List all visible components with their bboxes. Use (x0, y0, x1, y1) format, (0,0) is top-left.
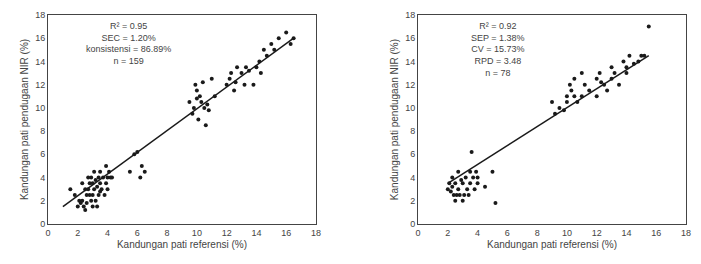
svg-text:0: 0 (416, 228, 421, 238)
svg-text:4: 4 (40, 173, 45, 183)
svg-text:6: 6 (40, 149, 45, 159)
svg-text:14: 14 (35, 57, 45, 67)
svg-text:4: 4 (105, 228, 110, 238)
svg-text:10: 10 (192, 228, 202, 238)
svg-text:18: 18 (681, 228, 691, 238)
svg-text:18: 18 (35, 10, 45, 20)
svg-text:18: 18 (311, 228, 321, 238)
svg-text:0: 0 (410, 219, 415, 229)
svg-text:Kandungan pati referensi (%): Kandungan pati referensi (%) (487, 239, 617, 250)
svg-text:8: 8 (165, 228, 170, 238)
svg-text:12: 12 (592, 228, 602, 238)
svg-text:2: 2 (40, 196, 45, 206)
svg-text:Kandungan pati pendugaan NIR (: Kandungan pati pendugaan NIR (%) (389, 39, 400, 200)
svg-text:6: 6 (505, 228, 510, 238)
svg-text:16: 16 (35, 33, 45, 43)
svg-text:8: 8 (535, 228, 540, 238)
svg-text:10: 10 (562, 228, 572, 238)
svg-text:6: 6 (135, 228, 140, 238)
svg-text:2: 2 (75, 228, 80, 238)
svg-text:Kandungan pati referensi (%): Kandungan pati referensi (%) (117, 239, 247, 250)
svg-text:Kandungan pati pendugaan NIR (: Kandungan pati pendugaan NIR (%) (19, 39, 30, 200)
svg-text:14: 14 (251, 228, 261, 238)
svg-text:4: 4 (475, 228, 480, 238)
svg-text:10: 10 (405, 103, 415, 113)
svg-text:8: 8 (410, 126, 415, 136)
svg-text:14: 14 (405, 57, 415, 67)
svg-text:14: 14 (621, 228, 631, 238)
svg-text:12: 12 (35, 80, 45, 90)
svg-text:2: 2 (410, 196, 415, 206)
svg-text:4: 4 (410, 173, 415, 183)
svg-text:10: 10 (35, 103, 45, 113)
svg-text:8: 8 (40, 126, 45, 136)
svg-text:16: 16 (281, 228, 291, 238)
svg-text:0: 0 (40, 219, 45, 229)
svg-text:6: 6 (410, 149, 415, 159)
svg-text:12: 12 (222, 228, 232, 238)
svg-text:16: 16 (405, 33, 415, 43)
svg-text:R² = 0.92SEP = 1.38%CV = 15.73: R² = 0.92SEP = 1.38%CV = 15.73%RPD = 3.4… (471, 21, 525, 78)
svg-text:2: 2 (445, 228, 450, 238)
svg-text:16: 16 (651, 228, 661, 238)
svg-text:12: 12 (405, 80, 415, 90)
svg-text:0: 0 (45, 228, 50, 238)
svg-text:18: 18 (405, 10, 415, 20)
svg-text:R² = 0.95SEC = 1.20%konsistens: R² = 0.95SEC = 1.20%konsistensi = 86.89%… (86, 21, 171, 66)
